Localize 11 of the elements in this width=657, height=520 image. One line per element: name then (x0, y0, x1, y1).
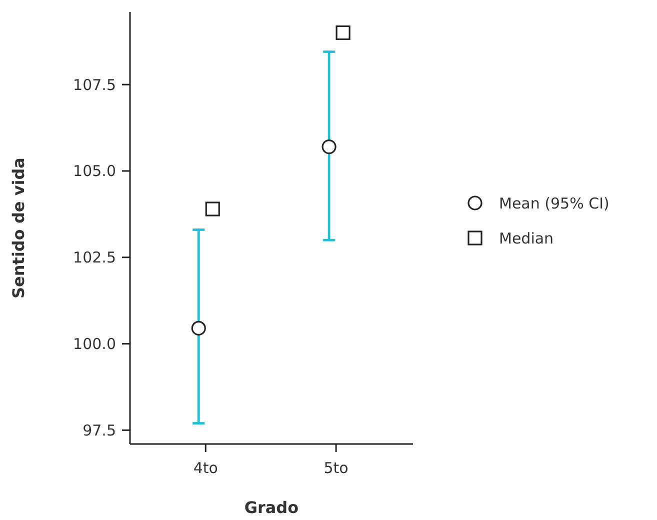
y-tick-label: 102.5 (73, 248, 116, 267)
y-tick-label: 107.5 (73, 76, 116, 94)
y-tick-label: 105.0 (73, 162, 116, 180)
x-axis-title: Grado (244, 498, 299, 517)
y-tick-label: 97.5 (82, 421, 116, 440)
x-tick-label: 4to (193, 459, 218, 477)
x-tick-label: 5to (324, 459, 348, 477)
legend-label: Mean (95% CI) (499, 194, 610, 212)
legend-label: Median (499, 229, 554, 248)
y-axis-title: Sentido de vida (9, 158, 28, 298)
y-tick-label: 100.0 (73, 335, 116, 354)
